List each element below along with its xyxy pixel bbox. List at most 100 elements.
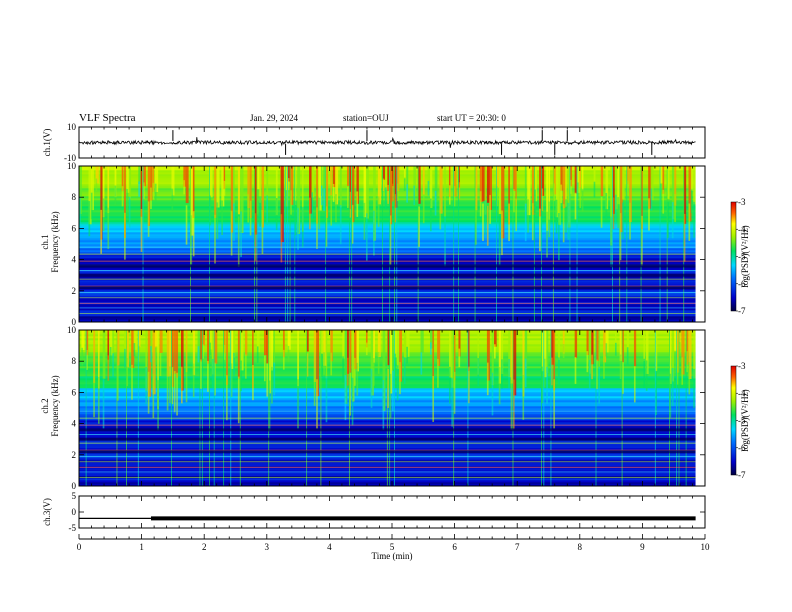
ch1-spectrogram-streak — [192, 166, 195, 218]
ch1-spectrogram-streak — [121, 166, 124, 192]
ch1-spectrogram-ytick-label: 0 — [72, 317, 77, 327]
ch2-spectrogram-streak — [512, 330, 517, 396]
ch2-spectrogram-streak — [498, 367, 501, 405]
ch1-waveform-ylabel-line: ch.1(V) — [42, 129, 52, 157]
ch1-spectrogram-streak — [294, 166, 297, 205]
ch1-spectrogram-streak — [287, 178, 290, 191]
ch1-spectrogram-plot — [79, 166, 705, 323]
ch2-spectrogram-streak — [233, 352, 235, 376]
ch1-spectrogram-streak — [541, 188, 544, 211]
ch2-spectrogram-streak — [356, 330, 359, 372]
ch1-spectrogram-streak — [214, 166, 217, 218]
ch1-spectrogram-streak — [617, 166, 620, 205]
ch2-spectrogram-streak — [693, 368, 695, 408]
ch2-spectrogram-streak — [429, 342, 432, 355]
ch1-spectrogram-streak — [574, 166, 577, 194]
ch2-spectrogram-streak — [467, 330, 470, 372]
ch2-spectrogram-streak — [598, 366, 601, 404]
ch1-spectrogram-streak — [579, 187, 582, 209]
ch1-spectrogram-streak — [318, 197, 321, 230]
ch2-spectrogram-streak — [498, 330, 501, 384]
x-tick-label: 5 — [390, 542, 395, 552]
ch2-spectrogram-dark-band — [79, 428, 696, 432]
ch2-spectrogram-streak — [655, 372, 657, 416]
ch2-spectrogram-streak — [306, 330, 309, 352]
ch1-spectrogram-streak — [489, 166, 493, 210]
ch2-spectrogram-streak — [392, 370, 394, 412]
ch2-spectrogram-streak — [541, 366, 544, 404]
ch2-spectrogram-ytick-label: 10 — [67, 325, 77, 335]
ch1-spectrogram-streak — [501, 166, 505, 239]
ch2-spectrogram-streak — [598, 330, 600, 369]
ch1-spectrogram-streak — [486, 166, 490, 203]
ch2-spectrogram-streak — [522, 374, 525, 420]
ch2-spectrogram-streak — [688, 330, 692, 379]
ch1-spectrogram-streak — [335, 194, 337, 223]
ch1-spectrogram-streak — [565, 166, 567, 207]
ch2-spectrogram-streak — [97, 376, 100, 424]
ch1-spectrogram-band — [79, 216, 696, 219]
ch2-spectrogram-streak — [323, 352, 325, 375]
ch1-spectrogram-streak — [138, 181, 140, 197]
ch1-spectrogram-streak — [351, 166, 355, 223]
ch2-spectrogram-streak — [622, 330, 624, 363]
ch1-spectrogram-band — [79, 308, 696, 311]
ch2-spectrogram-streak — [550, 330, 554, 365]
ch2-spectrogram-streak — [131, 364, 133, 400]
date-label: Jan. 29, 2024 — [250, 113, 298, 123]
ch2-spectrogram-streak — [420, 352, 423, 375]
ch1-spectrogram-band — [79, 294, 696, 297]
ch1-spectrogram-streak — [667, 166, 670, 199]
ch2-spectrogram-streak — [109, 347, 112, 365]
ch1-spectrogram-streak — [147, 166, 151, 226]
ch1-spectrogram-streak — [427, 180, 430, 196]
ch1-spectrogram-streak — [539, 166, 542, 217]
ch1-spectrogram-streak — [320, 166, 323, 196]
ch1-spectrogram-streak — [512, 189, 515, 213]
ch1-spectrogram-streak — [422, 194, 425, 224]
ch1-spectrogram-streak — [190, 215, 193, 265]
ch1-spectrogram-streak — [387, 184, 389, 204]
ch1-spectrogram-band — [79, 254, 696, 257]
station-label: station=OUJ — [343, 113, 389, 123]
ch1-spectrogram-streak — [389, 166, 393, 225]
ch1-spectrogram-streak — [171, 188, 174, 212]
ch2-spectrogram-streak — [297, 379, 299, 429]
ch2-spectrogram-streak — [131, 330, 135, 368]
ch2-spectrogram-streak — [147, 371, 150, 414]
ch2-spectrogram-streak — [448, 330, 453, 378]
ch2-spectrogram-streak — [588, 330, 592, 374]
ch1-spectrogram-streak — [150, 166, 153, 201]
ch2-spectrogram-streak — [273, 330, 275, 365]
ch2-spectrogram-streak — [406, 330, 410, 357]
ch2-spectrogram-streak — [512, 379, 515, 430]
ch2-spectrogram-streak — [263, 330, 268, 356]
ch2-spectrogram-streak — [403, 357, 406, 385]
ch1-spectrogram-streak — [363, 202, 366, 240]
ch1-spectrogram-streak — [392, 183, 394, 202]
ch1-spectrogram-streak — [558, 166, 561, 225]
ch1-spectrogram-streak — [396, 166, 400, 192]
ch2-spectrogram-streak — [211, 358, 214, 388]
ch2-spectrogram-streak — [596, 330, 600, 362]
ch1-spectrogram-streak — [339, 205, 342, 245]
ch1-spectrogram-streak — [641, 166, 643, 229]
ch1-spectrogram-streak — [259, 196, 261, 227]
ch1-spectrogram-band — [79, 248, 696, 251]
ch1-spectrogram-streak — [275, 198, 278, 231]
ch1-spectrogram-streak — [323, 188, 325, 211]
ch2-spectrogram-streak — [211, 330, 214, 375]
ch1-spectrogram-streak — [422, 166, 425, 195]
ch2-spectrogram-streak — [266, 330, 269, 364]
ch1-spectrogram-band — [79, 280, 696, 283]
ch1-spectrogram-streak — [301, 166, 304, 232]
ch2-spectrogram-streak — [399, 362, 401, 395]
ch1-spectrogram-band — [79, 250, 696, 253]
ch1-spectrogram-colorbar — [730, 201, 737, 312]
ch2-spectrogram-streak — [316, 330, 320, 397]
ch1-spectrogram-streak — [394, 166, 398, 208]
ch1-spectrogram-streak — [259, 166, 262, 203]
ch1-spectrogram-streak — [332, 166, 336, 188]
ch1-spectrogram-streak — [453, 186, 456, 207]
